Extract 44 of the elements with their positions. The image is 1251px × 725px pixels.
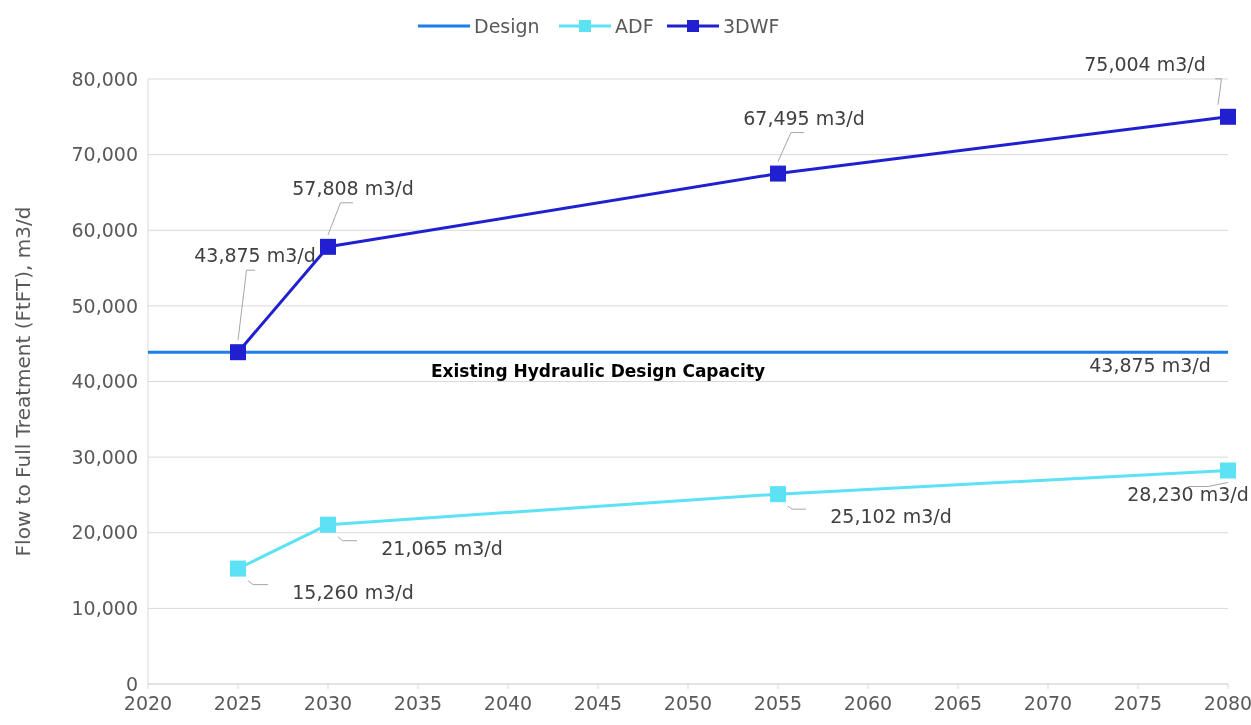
x-tick-label: 2050	[663, 692, 713, 714]
x-tick-label: 2080	[1203, 692, 1251, 714]
x-tick-label: 2025	[213, 692, 263, 714]
data-label: 57,808 m3/d	[292, 176, 414, 199]
point	[1220, 462, 1236, 479]
point	[1220, 108, 1236, 125]
y-tick-label: 10,000	[71, 597, 138, 620]
x-tick-label: 2030	[303, 692, 353, 714]
data-label: 25,102 m3/d	[830, 505, 952, 528]
y-tick-label: 80,000	[71, 67, 138, 90]
x-tick-label: 2045	[573, 692, 623, 714]
y-tick-label: 0	[125, 672, 138, 695]
data-label: 43,875 m3/d	[1089, 354, 1211, 377]
data-label: 75,004 m3/d	[1084, 52, 1206, 75]
y-tick-label: 30,000	[71, 445, 138, 468]
point	[320, 516, 336, 533]
annotation: Existing Hydraulic Design Capacity	[430, 361, 766, 382]
y-axis-title: Flow to Full Treatment (FtFT), m3/d	[11, 206, 35, 557]
data-label: 21,065 m3/d	[381, 536, 503, 559]
point	[230, 344, 246, 361]
data-label: 43,875 m3/d	[194, 244, 316, 267]
legend-label: Design	[474, 14, 540, 37]
x-tick-label: 2070	[1023, 692, 1073, 714]
y-tick-label: 70,000	[71, 143, 138, 166]
legend-label: ADF	[615, 14, 654, 37]
x-tick-label: 2020	[123, 692, 173, 714]
x-tick-label: 2075	[1113, 692, 1163, 714]
data-label: 28,230 m3/d	[1127, 482, 1249, 505]
x-tick-label: 2035	[393, 692, 443, 714]
data-label: 15,260 m3/d	[292, 580, 414, 603]
point	[770, 486, 786, 503]
y-tick-label: 20,000	[71, 521, 138, 544]
x-tick-label: 2040	[483, 692, 533, 714]
point	[230, 560, 246, 577]
point	[320, 238, 336, 255]
y-tick-label: 60,000	[71, 218, 138, 241]
legend-label: 3DWF	[723, 14, 780, 37]
x-tick-label: 2060	[843, 692, 893, 714]
y-tick-label: 40,000	[71, 370, 138, 393]
point	[770, 165, 786, 182]
x-tick-label: 2055	[753, 692, 803, 714]
y-tick-label: 50,000	[71, 294, 138, 317]
x-tick-label: 2065	[933, 692, 983, 714]
data-label: 67,495 m3/d	[743, 106, 865, 129]
